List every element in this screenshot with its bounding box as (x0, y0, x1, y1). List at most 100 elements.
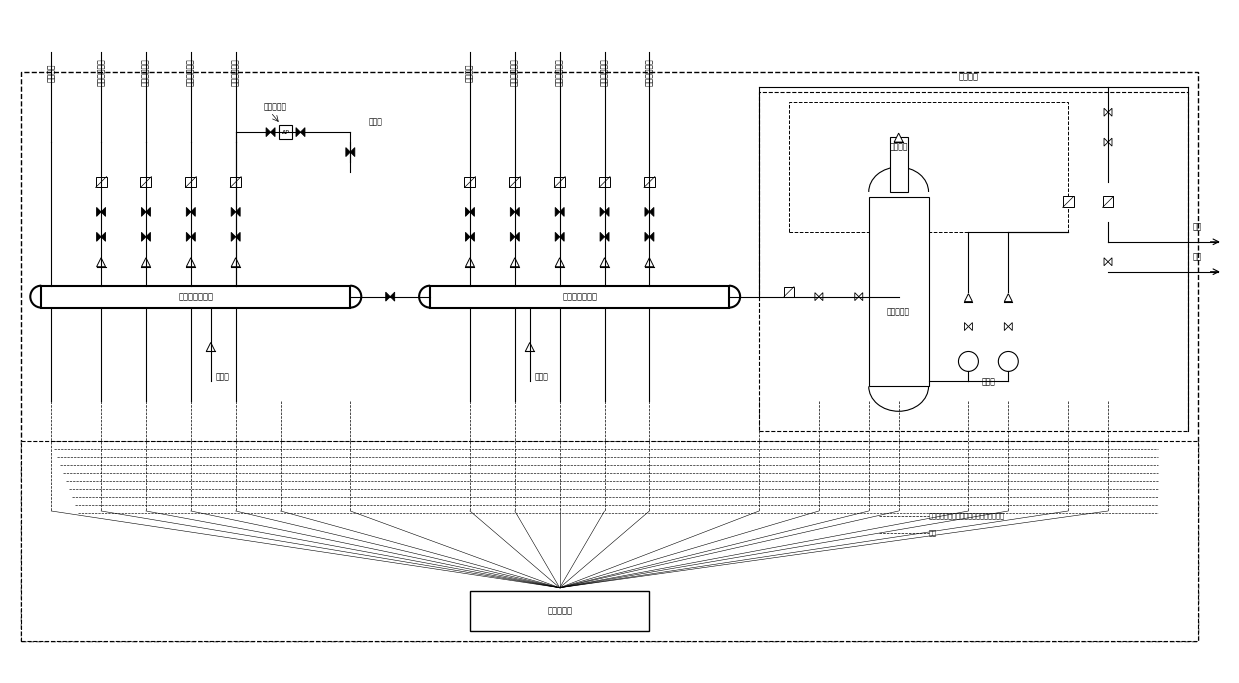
Bar (21, 72, 1198, 641)
Polygon shape (646, 208, 649, 217)
Bar (230, 176, 242, 187)
Polygon shape (141, 208, 146, 217)
Bar (470, 591, 649, 630)
Polygon shape (605, 232, 610, 241)
Polygon shape (815, 292, 819, 301)
Bar (430, 285, 730, 307)
Polygon shape (646, 257, 654, 267)
Text: 各回路供水管: 各回路供水管 (186, 59, 196, 86)
Bar (279, 125, 292, 139)
Polygon shape (351, 148, 354, 156)
Text: 联通管: 联通管 (368, 117, 382, 126)
Text: 各回路供水管: 各回路供水管 (232, 59, 240, 86)
Bar (509, 176, 520, 187)
Polygon shape (301, 128, 305, 137)
Text: 各回路回水管: 各回路回水管 (600, 59, 610, 86)
Bar (140, 176, 151, 187)
Bar (1103, 197, 1114, 208)
Polygon shape (515, 232, 519, 241)
Circle shape (959, 352, 979, 372)
Polygon shape (232, 232, 235, 241)
Text: 泄压管路: 泄压管路 (959, 73, 979, 82)
Polygon shape (191, 208, 196, 217)
Polygon shape (964, 322, 969, 331)
Polygon shape (146, 208, 150, 217)
Polygon shape (296, 128, 301, 137)
Polygon shape (964, 294, 973, 302)
Polygon shape (859, 292, 862, 301)
Polygon shape (969, 322, 973, 331)
Polygon shape (270, 128, 275, 137)
Text: 水系统分配装置: 水系统分配装置 (178, 292, 213, 301)
Text: 补水: 补水 (1193, 223, 1202, 232)
Polygon shape (146, 232, 150, 241)
Bar (1063, 197, 1074, 208)
Bar (784, 287, 794, 296)
Polygon shape (206, 342, 216, 352)
Bar (600, 176, 610, 187)
Bar (890, 137, 908, 192)
Polygon shape (895, 133, 903, 142)
Polygon shape (560, 232, 564, 241)
Text: 各回路回水管: 各回路回水管 (555, 59, 564, 86)
Text: ΔP: ΔP (281, 130, 290, 135)
Text: 排水: 排水 (1193, 252, 1202, 262)
Polygon shape (855, 292, 859, 301)
Polygon shape (1104, 257, 1108, 266)
Bar (789, 102, 1068, 232)
Polygon shape (525, 342, 534, 352)
Bar (869, 197, 928, 387)
Text: 电源: 电源 (928, 529, 937, 536)
Text: 机载控制柜: 机载控制柜 (548, 607, 572, 615)
Polygon shape (470, 208, 475, 217)
Polygon shape (510, 232, 515, 241)
Polygon shape (600, 257, 610, 267)
Circle shape (999, 352, 1018, 372)
Bar (186, 176, 196, 187)
Text: 各回路供水管: 各回路供水管 (97, 59, 105, 86)
Text: 水系统收集装置: 水系统收集装置 (563, 292, 597, 301)
Polygon shape (102, 208, 105, 217)
Polygon shape (466, 257, 475, 267)
Bar (41, 285, 351, 307)
Polygon shape (1108, 138, 1111, 146)
Polygon shape (102, 232, 105, 241)
Polygon shape (470, 232, 475, 241)
Polygon shape (1108, 257, 1111, 266)
Polygon shape (186, 257, 196, 267)
Polygon shape (1005, 294, 1012, 302)
Polygon shape (646, 232, 649, 241)
Polygon shape (466, 232, 470, 241)
Text: 排污管: 排污管 (216, 372, 229, 381)
Polygon shape (605, 208, 610, 217)
Polygon shape (1104, 108, 1108, 116)
Polygon shape (390, 292, 395, 301)
Polygon shape (191, 232, 196, 241)
Bar (95, 176, 107, 187)
Text: 供水总管: 供水总管 (47, 63, 56, 81)
Polygon shape (1005, 322, 1009, 331)
Polygon shape (515, 208, 519, 217)
Polygon shape (141, 232, 146, 241)
Polygon shape (560, 208, 564, 217)
Text: 压差旁通阀: 压差旁通阀 (264, 102, 287, 112)
Polygon shape (1009, 322, 1012, 331)
Polygon shape (141, 257, 150, 267)
Polygon shape (97, 208, 102, 217)
Polygon shape (232, 208, 235, 217)
Polygon shape (235, 232, 240, 241)
Bar (554, 176, 565, 187)
Polygon shape (232, 257, 240, 267)
Polygon shape (186, 208, 191, 217)
Bar (465, 176, 476, 187)
Polygon shape (266, 128, 270, 137)
Text: 各回路供水管: 各回路供水管 (141, 59, 150, 86)
Bar (21, 441, 1198, 641)
Polygon shape (346, 148, 351, 156)
Polygon shape (510, 257, 519, 267)
Text: 泄压泵: 泄压泵 (981, 377, 995, 386)
Polygon shape (555, 208, 560, 217)
Text: 信号输出（具体内容可根据工程需要设定）: 信号输出（具体内容可根据工程需要设定） (928, 513, 1005, 519)
Polygon shape (510, 208, 515, 217)
Polygon shape (555, 257, 564, 267)
